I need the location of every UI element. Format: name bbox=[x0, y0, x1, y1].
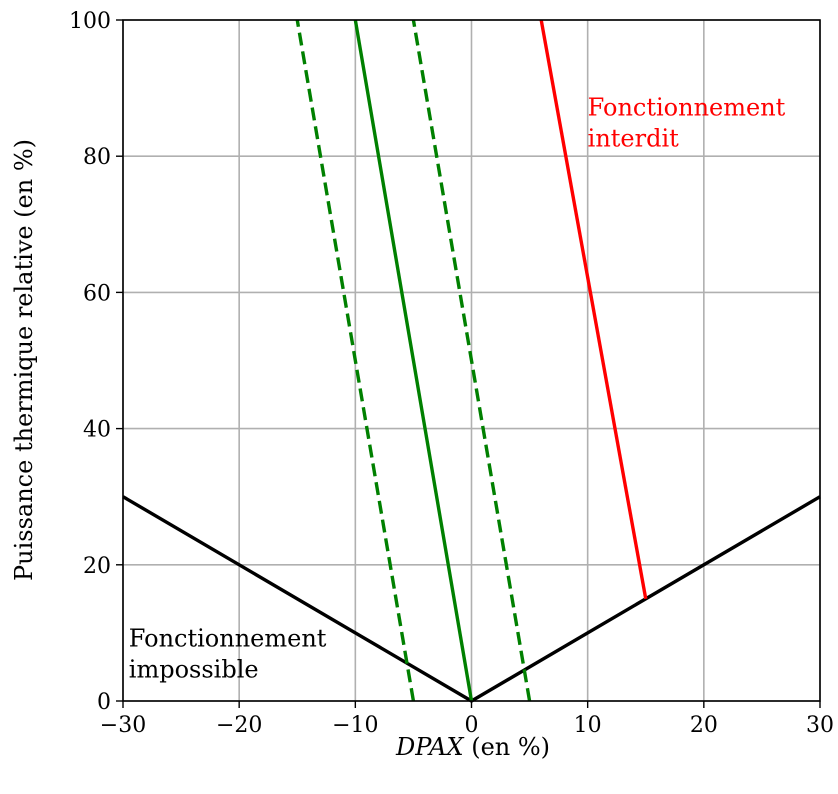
series-line bbox=[539, 19, 648, 600]
y-tick-label: 60 bbox=[83, 281, 111, 306]
annotation-text: Fonctionnement impossible bbox=[129, 625, 327, 684]
x-tick-label: 0 bbox=[465, 713, 479, 738]
x-axis-label: DPAX (en %) bbox=[395, 733, 550, 761]
x-axis-variable: DPAX bbox=[395, 733, 465, 761]
series-line bbox=[411, 19, 532, 702]
y-tick-label: 100 bbox=[69, 9, 111, 34]
annotations: Fonctionnement interdit Fonctionnement impo… bbox=[129, 93, 786, 683]
x-tick-label: −20 bbox=[216, 713, 262, 738]
x-tick-label: 30 bbox=[806, 713, 834, 738]
series-line bbox=[353, 19, 474, 702]
y-tick-label: 20 bbox=[83, 554, 111, 579]
x-tick-label: 20 bbox=[690, 713, 718, 738]
axis-ticks: −30 −20 −10 0 10 20 30 0 20 40 60 80 100 bbox=[69, 9, 834, 738]
x-tick-label: −10 bbox=[332, 713, 378, 738]
annotation-text: Fonctionnement interdit bbox=[588, 93, 786, 152]
x-tick-label: −30 bbox=[100, 713, 146, 738]
y-tick-label: 40 bbox=[83, 418, 111, 443]
x-tick-label: 10 bbox=[574, 713, 602, 738]
y-tick-label: 0 bbox=[97, 690, 111, 715]
y-axis-label: Puissance thermique relative (en %) bbox=[10, 139, 38, 581]
y-tick-label: 80 bbox=[83, 145, 111, 170]
series-line bbox=[295, 19, 416, 702]
x-axis-unit: (en %) bbox=[464, 733, 550, 761]
